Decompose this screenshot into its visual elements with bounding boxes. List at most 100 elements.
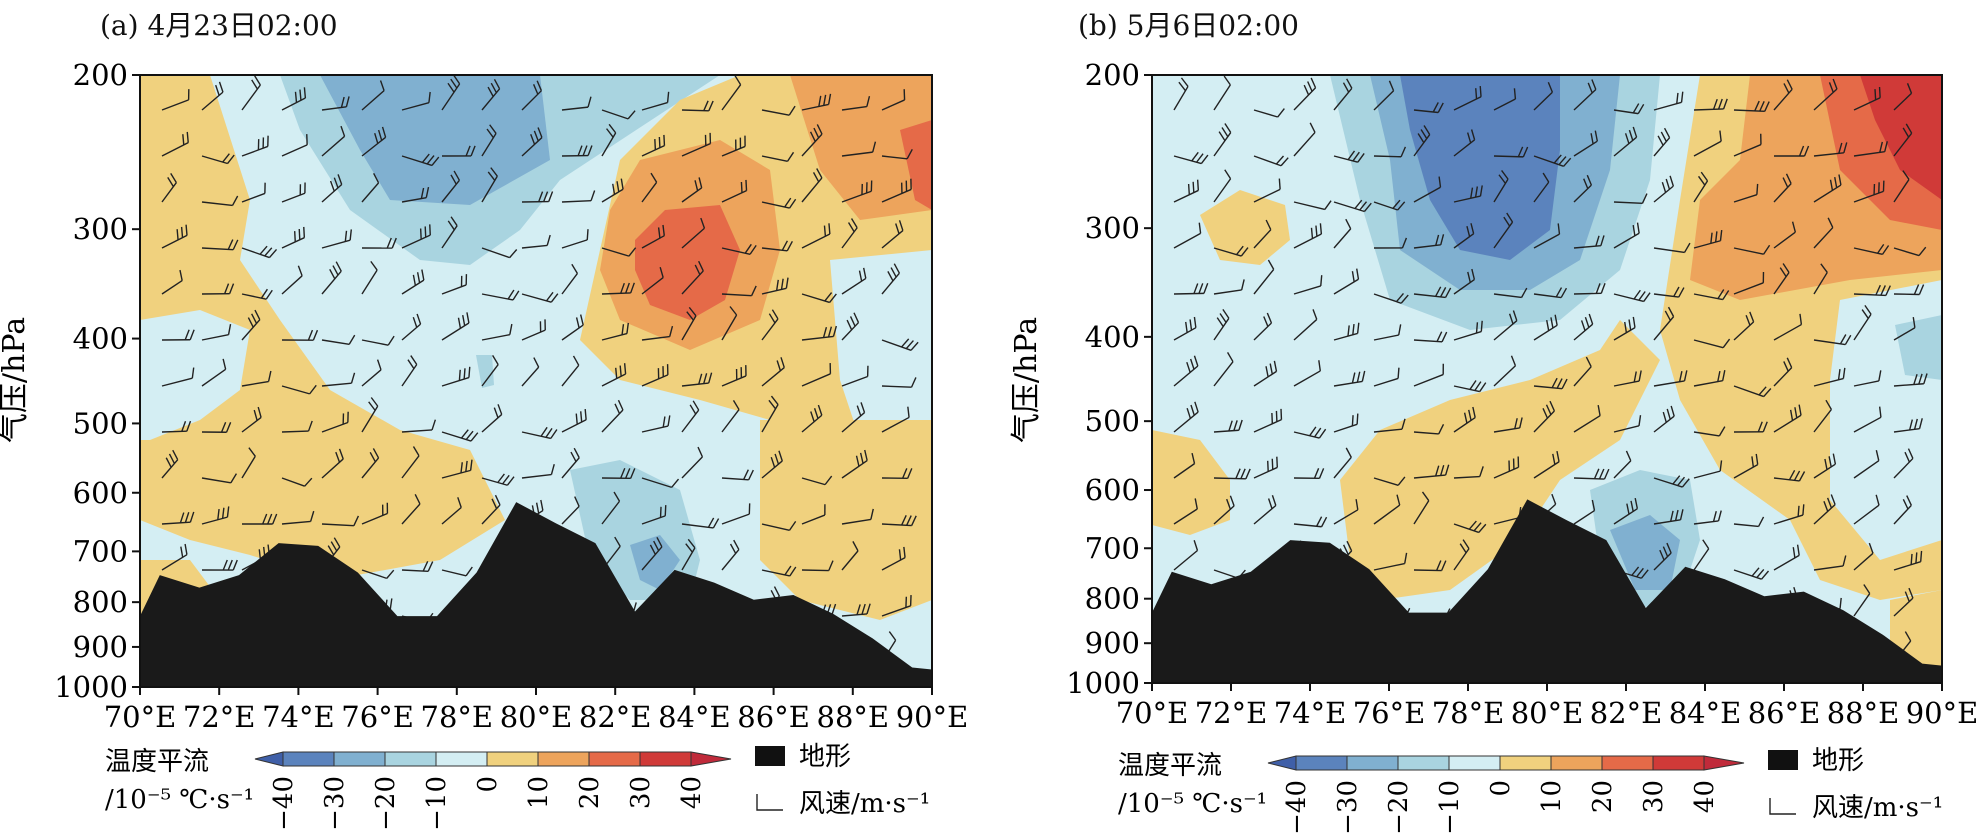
panel-b-terrain — [1152, 499, 1942, 683]
wind-barb — [561, 263, 579, 295]
wind-barb — [1653, 542, 1672, 571]
wind-barb — [1213, 245, 1249, 257]
wind-barb — [561, 190, 596, 203]
wind-barb — [1173, 222, 1202, 249]
wind-barb — [1293, 516, 1328, 528]
wind-barb — [1493, 456, 1520, 479]
panel-a-red-topright — [900, 120, 932, 210]
wind-barb — [1653, 175, 1675, 203]
wind-barb — [321, 515, 360, 527]
wind-barb — [1373, 367, 1400, 387]
wind-barb — [1813, 263, 1828, 295]
wind-barb — [201, 473, 238, 484]
wind-barb — [1493, 212, 1514, 249]
wind-barb — [1253, 219, 1272, 249]
terrain-swatch — [1768, 750, 1798, 770]
panel-a-field — [140, 75, 932, 687]
wind-barb — [401, 560, 434, 573]
y-tick-label: 800 — [1085, 582, 1140, 616]
wind-barb — [201, 559, 238, 571]
colorbar-title-line1: 温度平流 — [105, 747, 209, 777]
x-tick-label: 90°E — [1906, 696, 1979, 730]
colorbar-arrow-high — [690, 751, 732, 767]
wind-barb — [1173, 452, 1196, 479]
colorbar-level-label: 0 — [1486, 780, 1516, 797]
colorbar-level-label: −40 — [269, 776, 299, 831]
wind-barb — [1653, 306, 1675, 341]
wind-barb — [1573, 313, 1594, 341]
wind-barb — [1853, 284, 1891, 297]
panel-b-warm-central — [1340, 320, 1660, 600]
wind-barb — [201, 195, 239, 207]
wind-barb — [281, 182, 306, 203]
wind-barb — [721, 306, 738, 341]
x-tick-label: 90°E — [896, 700, 969, 734]
wind-barb — [841, 141, 877, 157]
wind-barb — [1853, 406, 1882, 433]
wind-barb — [1293, 360, 1321, 387]
y-tick-label: 400 — [73, 322, 128, 356]
wind-barb — [1653, 286, 1685, 298]
wind-barb — [1453, 223, 1475, 249]
wind-barb — [521, 319, 546, 341]
wind-barb — [1413, 464, 1450, 479]
wind-barb — [1493, 310, 1518, 341]
wind-barb — [361, 260, 378, 295]
wind-barb — [1733, 421, 1768, 433]
wind-barb — [1533, 82, 1554, 111]
wind-barb — [1813, 142, 1848, 157]
colorbar-level-label: 20 — [575, 776, 605, 809]
wind-barb — [1693, 426, 1726, 437]
wind-barb — [721, 503, 751, 525]
y-tick-label: 1000 — [1066, 666, 1140, 700]
x-tick-label: 84°E — [658, 700, 731, 734]
wind-barb — [1373, 80, 1395, 111]
colorbar-arrow-high — [1703, 755, 1745, 771]
wind-barb — [801, 168, 823, 203]
wind-barb — [521, 191, 554, 203]
wind-barb — [281, 226, 306, 249]
wind-barb — [1453, 520, 1487, 534]
wind-barb — [641, 325, 674, 341]
wind-barb — [161, 511, 195, 525]
wind-barb — [1773, 79, 1793, 111]
x-tick-label: 86°E — [737, 700, 810, 734]
wind-barb — [761, 395, 779, 433]
wind-barb — [1333, 447, 1352, 479]
wind-barb — [1333, 499, 1359, 525]
wind-barb — [761, 565, 797, 577]
wind-barb — [721, 179, 748, 203]
wind-barb — [641, 415, 671, 433]
wind-barb — [801, 504, 826, 525]
wind-barb — [1333, 413, 1359, 433]
y-tick-label: 900 — [73, 630, 128, 664]
wind-legend-label: 风速/m·s⁻¹ — [1812, 793, 1943, 823]
colorbar-title-line1: 温度平流 — [1118, 751, 1222, 781]
colorbar-cell — [1601, 755, 1654, 771]
wind-barb — [1293, 309, 1318, 341]
colorbar-level-label: −40 — [1282, 780, 1312, 835]
x-tick-label: 70°E — [104, 700, 177, 734]
wind-barb — [1853, 86, 1881, 111]
wind-barb — [1293, 223, 1323, 249]
wind-barb — [1373, 293, 1409, 304]
wind-barb — [441, 429, 479, 442]
wind-barb — [801, 325, 838, 341]
wind-barb — [1853, 180, 1885, 203]
x-tick-label: 74°E — [1274, 696, 1347, 730]
panel-a-cool-speck — [476, 355, 494, 388]
panel-b-darkred-right — [1860, 75, 1942, 200]
wind-barb — [1493, 170, 1509, 203]
wind-barb — [481, 247, 518, 259]
x-tick-label: 74°E — [262, 700, 335, 734]
wind-barb — [1853, 494, 1880, 525]
colorbar-level-label: 0 — [473, 776, 503, 793]
wind-barb — [1173, 77, 1189, 111]
wind-barb — [881, 220, 904, 249]
wind-barb — [201, 358, 227, 387]
wind-barb — [1773, 504, 1805, 525]
wind-barb — [1813, 399, 1833, 433]
colorbar-cell — [1652, 755, 1705, 771]
